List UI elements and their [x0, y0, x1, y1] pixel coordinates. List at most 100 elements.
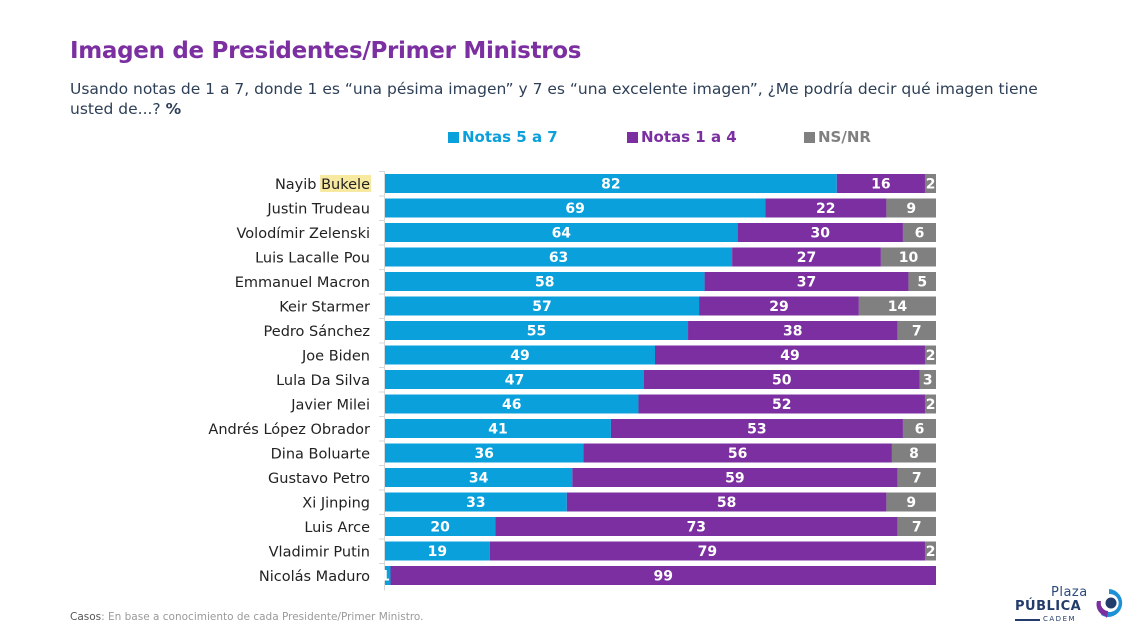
- logo-text-publica: PÚBLICA: [1015, 599, 1082, 614]
- bar-notas-5-a-7-xi-jinping: [385, 492, 567, 512]
- data-label-notas-5-a-7-xi-jinping: 33: [466, 495, 485, 511]
- bar-notas-5-a-7-dina-boluarte: [385, 443, 584, 463]
- data-label-notas-5-a-7-javier-milei: 46: [502, 397, 521, 413]
- category-label-xi-jinping: Xi Jinping: [302, 496, 370, 512]
- data-label-notas-5-a-7-joe-biden: 49: [510, 348, 529, 364]
- bar-ns-nr-gustavo-petro: [897, 468, 936, 487]
- data-label-notas-1-a-4-nayib-bukele: 16: [871, 177, 890, 193]
- bar-notas-1-a-4-volodimir-zelenski: [737, 223, 903, 242]
- data-label-notas-1-a-4-pedro-sanchez: 38: [783, 324, 802, 340]
- bar-notas-1-a-4-joe-biden: [654, 345, 925, 365]
- logo-text-plaza: Plaza: [1051, 585, 1088, 600]
- page-title: Imagen de Presidentes/Primer Ministros: [70, 38, 582, 64]
- data-label-ns-nr-volodimir-zelenski: 6: [915, 226, 925, 242]
- bar-ns-nr-javier-milei: [924, 394, 936, 414]
- bar-notas-1-a-4-keir-starmer: [699, 296, 859, 316]
- subtitle-question: Usando notas de 1 a 7, donde 1 es “una p…: [70, 80, 1038, 118]
- bar-notas-1-a-4-emmanuel-macron: [704, 272, 909, 291]
- data-label-notas-1-a-4-lula-da-silva: 50: [772, 373, 792, 389]
- data-label-notas-1-a-4-gustavo-petro: 59: [725, 471, 744, 487]
- bar-ns-nr-joe-biden: [924, 345, 936, 365]
- legend-item-ns-nr: NS/NR: [804, 128, 871, 146]
- category-label-volodimir-zelenski: Volodímir Zelenski: [237, 226, 371, 242]
- bar-ns-nr-luis-arce: [897, 517, 936, 536]
- bar-ns-nr-dina-boluarte: [891, 443, 936, 463]
- data-label-notas-1-a-4-dina-boluarte: 56: [728, 446, 747, 462]
- bar-notas-5-a-7-lula-da-silva: [385, 370, 644, 389]
- bar-notas-1-a-4-dina-boluarte: [583, 443, 892, 463]
- category-label-gustavo-petro: Gustavo Petro: [268, 471, 370, 487]
- bar-ns-nr-luis-lacalle-pou: [880, 247, 936, 267]
- legend-item-notas-1-4: Notas 1 a 4: [627, 128, 737, 146]
- category-label-luis-arce: Luis Arce: [304, 520, 370, 536]
- bar-notas-1-a-4-nayib-bukele: [836, 174, 925, 193]
- bar-ns-nr-pedro-sanchez: [897, 321, 936, 340]
- data-label-notas-1-a-4-keir-starmer: 29: [769, 299, 788, 315]
- label-highlight: [320, 175, 372, 192]
- data-label-ns-nr-justin-trudeau: 9: [906, 201, 916, 217]
- data-label-notas-5-a-7-luis-arce: 20: [430, 520, 450, 536]
- data-label-ns-nr-andres-lopez-obrador: 6: [915, 422, 925, 438]
- data-label-notas-1-a-4-andres-lopez-obrador: 53: [747, 422, 766, 438]
- bar-notas-1-a-4-javier-milei: [638, 394, 925, 414]
- bar-notas-5-a-7-volodimir-zelenski: [385, 223, 738, 242]
- bar-notas-5-a-7-nicolas-maduro: [385, 566, 391, 585]
- data-label-ns-nr-keir-starmer: 14: [888, 299, 908, 315]
- data-label-notas-5-a-7-nicolas-maduro: 1: [380, 569, 390, 585]
- logo-text-cadem: CADEM: [1043, 615, 1077, 623]
- category-label-nayib-bukele: Nayib Bukele: [275, 177, 370, 193]
- category-label-nicolas-maduro: Nicolás Maduro: [259, 569, 370, 585]
- page-subtitle: Usando notas de 1 a 7, donde 1 es “una p…: [70, 79, 1070, 119]
- bar-notas-1-a-4-luis-lacalle-pou: [732, 247, 881, 267]
- bar-notas-1-a-4-andres-lopez-obrador: [610, 419, 903, 438]
- bar-notas-1-a-4-nicolas-maduro: [390, 566, 936, 585]
- legend-item-notas-5-7: Notas 5 a 7: [448, 128, 558, 146]
- data-label-notas-1-a-4-joe-biden: 49: [780, 348, 799, 364]
- bar-notas-5-a-7-vladimir-putin: [385, 541, 490, 561]
- data-label-notas-1-a-4-emmanuel-macron: 37: [797, 275, 816, 291]
- legend-label-notas-1-4: Notas 1 a 4: [641, 128, 737, 146]
- bar-ns-nr-vladimir-putin: [924, 541, 936, 561]
- category-label-dina-boluarte: Dina Boluarte: [271, 447, 370, 463]
- data-label-notas-1-a-4-xi-jinping: 58: [717, 495, 736, 511]
- data-label-ns-nr-xi-jinping: 9: [906, 495, 916, 511]
- footer-text: : En base a conocimiento de cada Preside…: [101, 611, 424, 623]
- bar-notas-5-a-7-justin-trudeau: [385, 198, 766, 218]
- data-label-notas-1-a-4-justin-trudeau: 22: [816, 201, 835, 217]
- data-label-notas-5-a-7-justin-trudeau: 69: [565, 201, 584, 217]
- data-label-ns-nr-luis-lacalle-pou: 10: [899, 250, 919, 266]
- plaza-publica-cadem-logo: Plaza PÚBLICA CADEM: [1015, 585, 1125, 630]
- data-label-notas-1-a-4-luis-arce: 73: [687, 520, 706, 536]
- data-label-ns-nr-joe-biden: 2: [926, 348, 936, 364]
- data-label-notas-1-a-4-vladimir-putin: 79: [698, 544, 717, 560]
- bar-notas-1-a-4-lula-da-silva: [643, 370, 920, 389]
- data-label-notas-5-a-7-gustavo-petro: 34: [469, 471, 489, 487]
- data-label-notas-5-a-7-nayib-bukele: 82: [601, 177, 620, 193]
- bar-ns-nr-nayib-bukele: [924, 174, 936, 193]
- bar-notas-1-a-4-gustavo-petro: [572, 468, 898, 487]
- data-label-ns-nr-dina-boluarte: 8: [909, 446, 919, 462]
- legend-swatch-ns-nr: [804, 131, 815, 143]
- logo-underline: [1015, 619, 1040, 621]
- data-label-ns-nr-nayib-bukele: 2: [926, 177, 936, 193]
- bar-notas-1-a-4-xi-jinping: [566, 492, 887, 512]
- category-label-justin-trudeau: Justin Trudeau: [266, 202, 370, 218]
- legend-label-ns-nr: NS/NR: [818, 128, 871, 146]
- data-label-notas-5-a-7-andres-lopez-obrador: 41: [488, 422, 507, 438]
- category-label-andres-lopez-obrador: Andrés López Obrador: [208, 422, 370, 438]
- bar-notas-1-a-4-pedro-sanchez: [688, 321, 898, 340]
- category-label-lula-da-silva: Lula Da Silva: [276, 373, 370, 389]
- bar-ns-nr-xi-jinping: [886, 492, 936, 512]
- bar-notas-5-a-7-andres-lopez-obrador: [385, 419, 611, 438]
- bar-notas-1-a-4-vladimir-putin: [489, 541, 925, 561]
- bar-notas-5-a-7-pedro-sanchez: [385, 321, 689, 340]
- data-label-ns-nr-luis-arce: 7: [912, 520, 922, 536]
- bar-notas-1-a-4-justin-trudeau: [765, 198, 887, 218]
- bar-notas-5-a-7-joe-biden: [385, 345, 655, 365]
- bar-ns-nr-lula-da-silva: [919, 370, 936, 389]
- data-label-notas-5-a-7-vladimir-putin: 19: [428, 544, 447, 560]
- bar-notas-5-a-7-luis-lacalle-pou: [385, 247, 733, 267]
- data-label-ns-nr-gustavo-petro: 7: [912, 471, 922, 487]
- category-label-javier-milei: Javier Milei: [290, 398, 370, 414]
